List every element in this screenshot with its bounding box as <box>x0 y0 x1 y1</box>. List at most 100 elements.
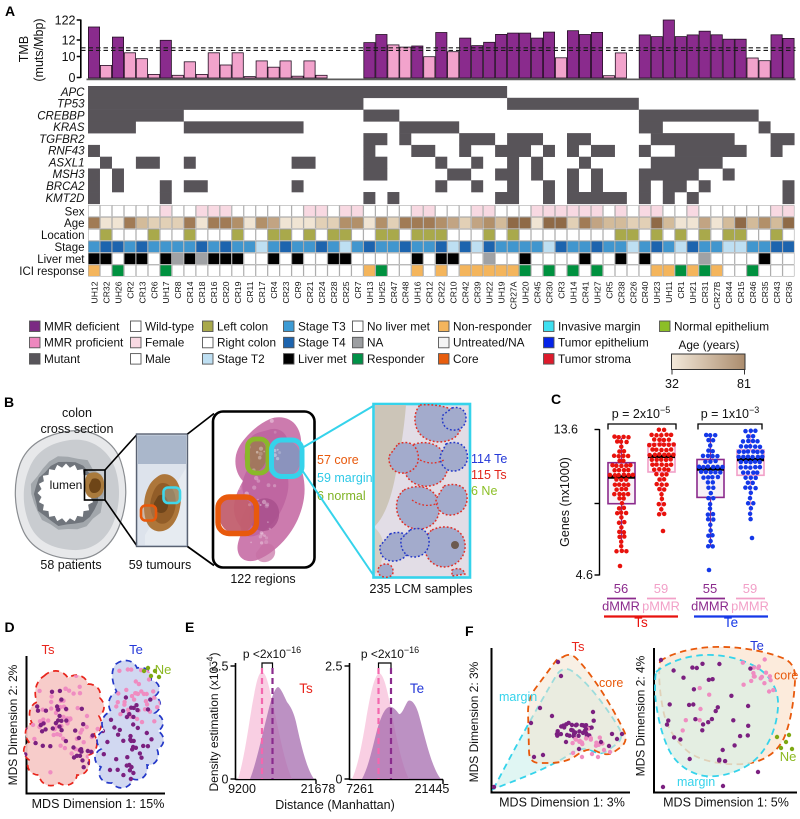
svg-text:CR24: CR24 <box>317 281 327 303</box>
svg-text:114 Te: 114 Te <box>471 452 507 466</box>
svg-text:CR6: CR6 <box>149 281 159 298</box>
svg-text:CR30: CR30 <box>544 281 554 303</box>
svg-text:Male: Male <box>145 352 171 366</box>
svg-text:CR19: CR19 <box>233 281 243 303</box>
svg-text:CR27B: CR27B <box>712 281 722 309</box>
svg-text:Liver met: Liver met <box>37 254 85 266</box>
svg-text:Stage T2: Stage T2 <box>217 352 265 366</box>
svg-text:cross section: cross section <box>41 422 114 436</box>
svg-text:CR48: CR48 <box>401 281 411 303</box>
svg-text:10: 10 <box>62 50 76 64</box>
svg-text:ASXL1: ASXL1 <box>48 158 85 170</box>
svg-text:CR1: CR1 <box>676 281 686 298</box>
svg-text:CR36: CR36 <box>784 281 794 303</box>
svg-text:CR4: CR4 <box>269 281 279 298</box>
svg-text:CR5: CR5 <box>604 281 614 298</box>
svg-text:TP53: TP53 <box>57 99 85 111</box>
svg-text:CR26: CR26 <box>628 281 638 303</box>
svg-text:Age (years): Age (years) <box>679 338 740 352</box>
svg-text:CR18: CR18 <box>197 281 207 303</box>
svg-text:MDS Dimension 1: 3%: MDS Dimension 1: 3% <box>499 796 625 810</box>
svg-text:58 patients: 58 patients <box>40 558 101 572</box>
svg-text:Normal epithelium: Normal epithelium <box>674 319 769 333</box>
svg-text:Age: Age <box>64 218 84 230</box>
svg-text:CR38: CR38 <box>616 281 626 303</box>
svg-text:CR32: CR32 <box>101 281 111 303</box>
svg-text:Tumor epithelium: Tumor epithelium <box>558 336 649 350</box>
svg-text:122 regions: 122 regions <box>230 572 295 586</box>
svg-text:0: 0 <box>336 773 343 787</box>
svg-text:55: 55 <box>703 581 717 596</box>
svg-text:CR17: CR17 <box>257 281 267 303</box>
svg-text:CR40: CR40 <box>640 281 650 303</box>
svg-text:CR3: CR3 <box>556 281 566 298</box>
svg-text:CR20: CR20 <box>221 281 231 303</box>
svg-text:32: 32 <box>665 377 679 391</box>
svg-text:dMMR: dMMR <box>691 599 729 614</box>
svg-text:Ts: Ts <box>42 642 56 657</box>
svg-text:Ts: Ts <box>572 639 586 654</box>
svg-text:UH17: UH17 <box>161 281 171 303</box>
svg-text:CR13: CR13 <box>137 281 147 303</box>
svg-text:CR45: CR45 <box>533 281 543 303</box>
svg-text:colon: colon <box>62 406 92 420</box>
svg-text:C: C <box>551 391 561 407</box>
svg-text:Location: Location <box>41 230 84 242</box>
svg-text:CR21: CR21 <box>305 281 315 303</box>
svg-text:6 Ne: 6 Ne <box>471 484 497 498</box>
svg-text:F: F <box>465 623 474 639</box>
svg-text:Distance (Manhattan): Distance (Manhattan) <box>275 798 395 812</box>
svg-text:pMMR: pMMR <box>731 599 769 614</box>
svg-text:59 margin: 59 margin <box>317 471 373 485</box>
svg-text:A: A <box>5 3 15 19</box>
svg-text:MMR deficient: MMR deficient <box>44 319 120 333</box>
svg-text:Ts: Ts <box>634 615 648 630</box>
svg-text:UH27: UH27 <box>592 281 602 303</box>
svg-text:59: 59 <box>743 581 757 596</box>
svg-text:CR39: CR39 <box>473 281 483 303</box>
svg-text:KMT2D: KMT2D <box>46 193 85 205</box>
svg-text:Non-responder: Non-responder <box>453 319 532 333</box>
svg-text:MDS Dimension 2: 3%: MDS Dimension 2: 3% <box>467 661 481 782</box>
svg-text:CR27A: CR27A <box>509 281 519 309</box>
svg-text:Stage T3: Stage T3 <box>298 319 346 333</box>
svg-text:Ne: Ne <box>155 662 172 677</box>
svg-text:0: 0 <box>222 773 229 787</box>
svg-text:BRCA2: BRCA2 <box>46 181 85 193</box>
svg-text:59 tumours: 59 tumours <box>129 558 192 572</box>
svg-text:margin: margin <box>499 690 537 704</box>
svg-text:TMB: TMB <box>17 36 31 62</box>
svg-text:Sex: Sex <box>65 206 85 218</box>
svg-text:CR28: CR28 <box>329 281 339 303</box>
svg-text:UH19: UH19 <box>497 281 507 303</box>
svg-text:core: core <box>774 669 798 683</box>
svg-text:Density estimation (x10−4): Density estimation (x10−4) <box>205 653 221 792</box>
svg-text:Te: Te <box>750 638 764 653</box>
svg-text:Responder: Responder <box>367 352 425 366</box>
svg-text:UH14: UH14 <box>568 281 578 303</box>
svg-text:CR2: CR2 <box>125 281 135 298</box>
svg-text:2.5: 2.5 <box>211 660 228 674</box>
svg-text:9200: 9200 <box>228 782 256 796</box>
svg-text:No liver met: No liver met <box>367 319 431 333</box>
svg-text:CR46: CR46 <box>748 281 758 303</box>
svg-text:21678: 21678 <box>301 782 336 796</box>
svg-text:UH25: UH25 <box>377 281 387 303</box>
svg-text:Wild-type: Wild-type <box>145 319 195 333</box>
svg-text:CR10: CR10 <box>449 281 459 303</box>
svg-text:CREBBP: CREBBP <box>37 110 85 122</box>
svg-text:TGFBR2: TGFBR2 <box>39 134 85 146</box>
svg-text:lumen: lumen <box>50 478 83 492</box>
svg-text:59: 59 <box>654 581 668 596</box>
svg-text:Left colon: Left colon <box>217 319 268 333</box>
svg-text:CR8: CR8 <box>173 281 183 298</box>
svg-text:p = 2x10−5: p = 2x10−5 <box>612 405 671 421</box>
svg-text:UH12: UH12 <box>89 281 99 303</box>
svg-text:4.6: 4.6 <box>576 568 593 582</box>
svg-text:core: core <box>599 676 623 690</box>
svg-text:dMMR: dMMR <box>602 599 640 614</box>
svg-text:UH13: UH13 <box>365 281 375 303</box>
svg-text:MDS Dimension 2: 4%: MDS Dimension 2: 4% <box>634 655 648 776</box>
svg-text:MDS Dimension 2: 2%: MDS Dimension 2: 2% <box>6 664 20 785</box>
svg-text:RNF43: RNF43 <box>48 146 85 158</box>
